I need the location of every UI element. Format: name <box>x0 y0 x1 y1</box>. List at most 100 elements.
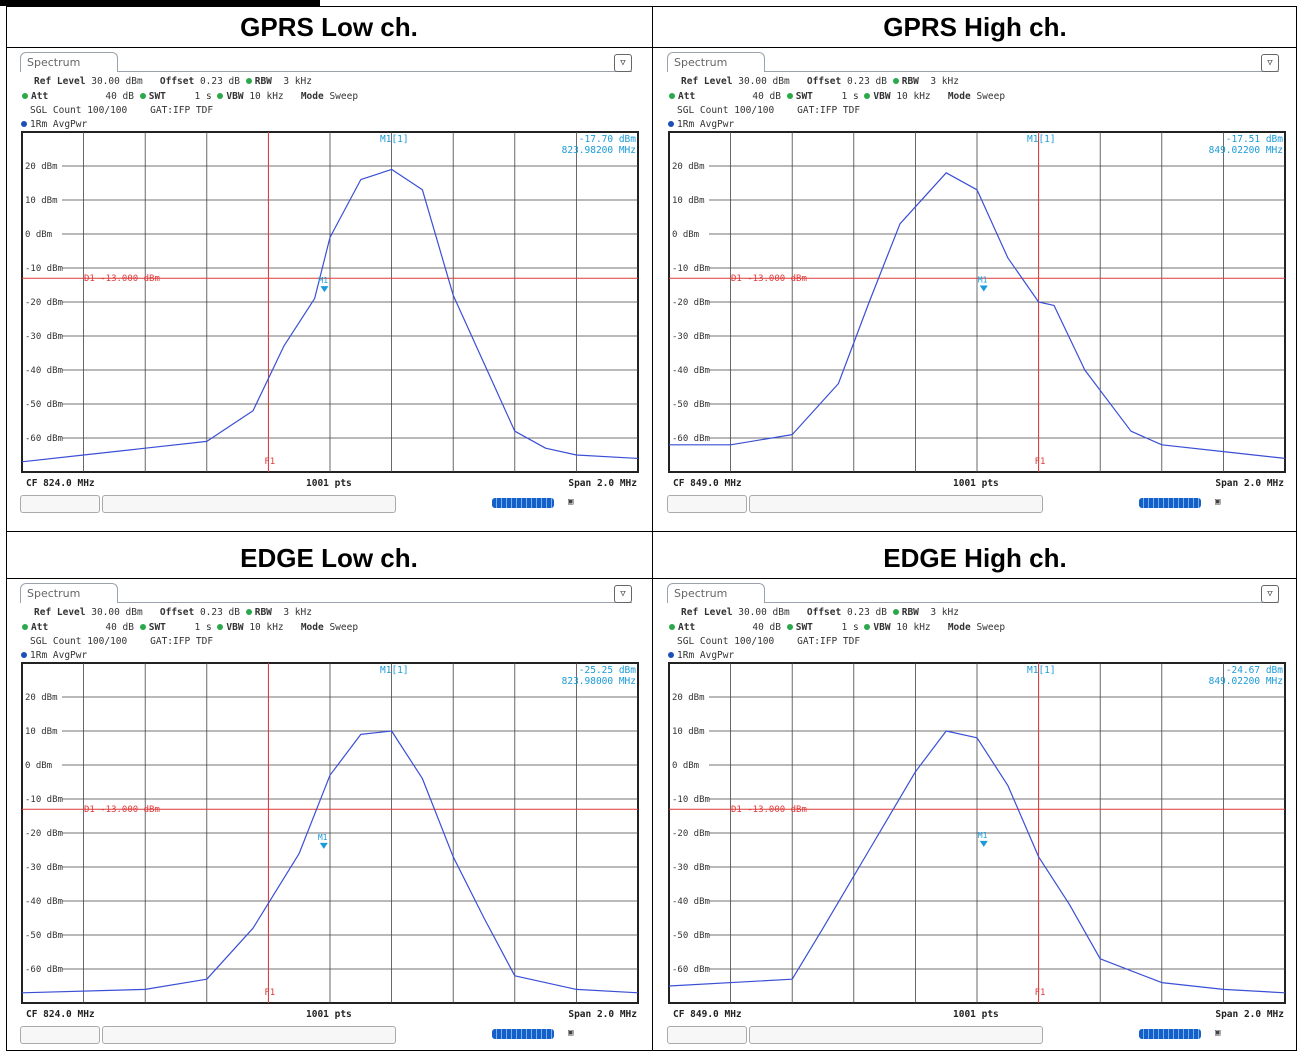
status-field-1[interactable] <box>20 495 100 513</box>
status-field-2[interactable] <box>102 1026 396 1044</box>
ref-level-value: 30.00 dBm <box>91 607 143 618</box>
spectrum-trace <box>669 172 1286 459</box>
y-tick-label: -20 dBm <box>672 829 710 839</box>
trace-label: 1Rm AvgPwr <box>677 119 735 130</box>
marker-triangle <box>979 285 988 292</box>
frequency-line-label: F1 <box>1035 457 1046 467</box>
status-field-2[interactable] <box>749 495 1043 513</box>
rbw-value: 3 kHz <box>930 607 959 618</box>
tab-underline <box>765 71 1279 72</box>
spectrum-tab[interactable]: Spectrum <box>20 583 118 603</box>
gat-setting: GAT:IFP TDF <box>150 105 214 116</box>
trace-label-line: 1Rm AvgPwr <box>668 650 734 661</box>
settings-line-2: Att 40 dB SWT 1 s VBW 10 kHz Mode Sweep <box>669 622 1005 633</box>
vbw-value: 10 kHz <box>249 622 284 633</box>
window-menu-icon[interactable]: ▽ <box>1261 585 1279 603</box>
status-bar: ▣ <box>667 495 1287 513</box>
settings-line-3: SGL Count 100/100 GAT:IFP TDF <box>677 636 860 647</box>
settings-line-1: Ref Level 30.00 dBm Offset 0.23 dB RBW 3… <box>681 607 959 618</box>
marker-readout-value: -17.70 dBm <box>579 134 636 145</box>
limit-line-label: D1 -13.000 dBm <box>731 274 807 284</box>
rbw-label: RBW <box>254 607 272 618</box>
trace-label-line: 1Rm AvgPwr <box>21 119 87 130</box>
ref-level-value: 30.00 dBm <box>738 607 790 618</box>
vbw-value: 10 kHz <box>249 91 284 102</box>
swt-value: 1 s <box>194 91 212 102</box>
y-tick-label: -10 dBm <box>672 264 710 274</box>
status-field-2[interactable] <box>102 495 396 513</box>
ref-level-value: 30.00 dBm <box>738 76 790 87</box>
spectrum-trace <box>668 730 1286 994</box>
marker-triangle <box>319 842 328 849</box>
trace-label-line: 1Rm AvgPwr <box>668 119 734 130</box>
vbw-value: 10 kHz <box>896 622 931 633</box>
status-dot <box>669 624 675 630</box>
settings-line-3: SGL Count 100/100 GAT:IFP TDF <box>30 636 213 647</box>
spectrum-tab[interactable]: Spectrum <box>20 52 118 72</box>
mode-label: Mode <box>947 91 971 102</box>
marker-readout-label: M1[1] <box>380 665 409 676</box>
frequency-line-label: F1 <box>264 457 275 467</box>
spectrum-panel-gprs-high: Spectrum ▽ Ref Level 30.00 dBm Offset 0.23… <box>667 52 1289 522</box>
spectrum-tab[interactable]: Spectrum <box>667 583 765 603</box>
measuring-progress-bar <box>492 498 554 508</box>
limit-line-label: D1 -13.000 dBm <box>84 805 160 815</box>
marker-triangle <box>979 840 988 847</box>
y-tick-label: -20 dBm <box>25 298 63 308</box>
limit-line-label: D1 -13.000 dBm <box>731 805 807 815</box>
status-field-1[interactable] <box>20 1026 100 1044</box>
y-tick-label: 20 dBm <box>672 693 705 703</box>
swt-label: SWT <box>148 622 166 633</box>
window-menu-icon[interactable]: ▽ <box>1261 54 1279 72</box>
settings-line-2: Att 40 dB SWT 1 s VBW 10 kHz Mode Sweep <box>22 622 358 633</box>
y-tick-label: 10 dBm <box>25 196 58 206</box>
sgl-count: SGL Count 100/100 <box>677 636 775 647</box>
y-tick-label: -20 dBm <box>25 829 63 839</box>
footer-bar: CF 849.0 MHz 1001 pts Span 2.0 MHz <box>668 1009 1287 1023</box>
trace-label-line: 1Rm AvgPwr <box>21 650 87 661</box>
y-tick-label: 10 dBm <box>25 727 58 737</box>
vbw-label: VBW <box>873 622 891 633</box>
window-menu-icon[interactable]: ▽ <box>614 585 632 603</box>
mode-value: Sweep <box>329 622 359 633</box>
trace-label: 1Rm AvgPwr <box>677 650 735 661</box>
vbw-label: VBW <box>226 622 244 633</box>
y-tick-label: -40 dBm <box>672 897 710 907</box>
swt-value: 1 s <box>841 622 859 633</box>
status-field-1[interactable] <box>667 1026 747 1044</box>
status-dot <box>245 609 252 615</box>
status-field-1[interactable] <box>667 495 747 513</box>
status-dot <box>864 624 871 630</box>
panel-heading-gprs-high: GPRS High ch. <box>883 12 1067 42</box>
marker-point-label: M1 <box>318 833 328 842</box>
att-value: 40 dB <box>105 622 134 633</box>
ref-level-value: 30.00 dBm <box>91 76 143 87</box>
swt-value: 1 s <box>194 622 212 633</box>
spectrum-tab[interactable]: Spectrum <box>667 52 765 72</box>
y-tick-label: -10 dBm <box>25 795 63 805</box>
offset-value: 0.23 dB <box>846 76 887 87</box>
settings-line-1: Ref Level 30.00 dBm Offset 0.23 dB RBW 3… <box>681 76 959 87</box>
att-label: Att <box>678 622 696 633</box>
figure-table <box>6 6 1297 1051</box>
status-dot <box>892 78 899 84</box>
trace-label: 1Rm AvgPwr <box>30 119 88 130</box>
swt-label: SWT <box>795 91 813 102</box>
window-menu-icon[interactable]: ▽ <box>614 54 632 72</box>
row-divider-2 <box>6 531 1297 532</box>
status-dot <box>22 624 28 630</box>
status-dot <box>139 624 146 630</box>
status-dot <box>139 93 146 99</box>
offset-value: 0.23 dB <box>846 607 887 618</box>
status-field-2[interactable] <box>749 1026 1043 1044</box>
gat-setting: GAT:IFP TDF <box>797 105 861 116</box>
footer-bar: CF 849.0 MHz 1001 pts Span 2.0 MHz <box>668 478 1287 492</box>
frequency-span: Span 2.0 MHz <box>568 1009 637 1020</box>
sweep-points: 1001 pts <box>953 478 999 489</box>
y-tick-label: 10 dBm <box>672 196 705 206</box>
y-tick-label: -60 dBm <box>25 434 63 444</box>
marker-readout-value: -24.67 dBm <box>1226 665 1283 676</box>
trace-dot <box>668 652 674 658</box>
gat-setting: GAT:IFP TDF <box>150 636 214 647</box>
y-tick-label: -40 dBm <box>25 897 63 907</box>
